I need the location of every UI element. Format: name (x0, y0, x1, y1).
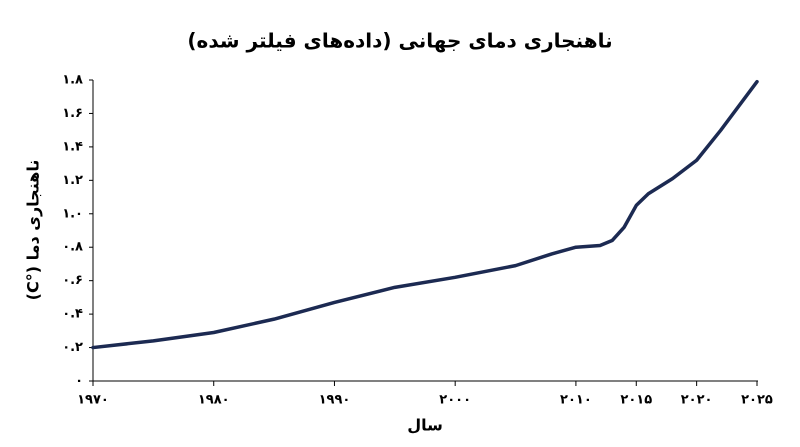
y-tick-label: ۰.۸ (62, 240, 83, 255)
y-axis-title: ناهنجاری دما (°C) (24, 160, 43, 301)
y-tick-label: ۰.۴ (62, 307, 83, 322)
x-tick-label: ۲۰۲۰ (681, 393, 713, 408)
y-tick-label: ۱.۶ (62, 106, 83, 121)
x-tick-label: ۲۰۱۰ (560, 393, 592, 408)
y-tick-label: ۱.۸ (62, 73, 83, 88)
x-tick-label: ۲۰۲۵ (741, 393, 773, 408)
y-tick-label: ۱.۰ (62, 206, 83, 221)
x-tick-label: ۲۰۰۰ (439, 393, 471, 408)
x-tick-label: ۲۰۱۵ (620, 393, 652, 408)
y-tick-label: ۰.۲ (62, 340, 83, 355)
y-tick-label: ۰.۶ (62, 273, 83, 288)
x-tick-label: ۱۹۹۰ (319, 393, 351, 408)
y-tick-label: ۱.۴ (62, 139, 83, 154)
y-tick-label: ۱.۲ (62, 173, 83, 188)
y-tick-label: ۰ (75, 374, 83, 389)
x-tick-label: ۱۹۷۰ (77, 393, 109, 408)
chart-title: ناهنجاری دمای جهانی (داده‌های فیلتر شده) (187, 29, 612, 53)
x-tick-label: ۱۹۸۰ (198, 393, 230, 408)
x-axis-title: سال (407, 416, 443, 435)
data-line (91, 79, 759, 350)
